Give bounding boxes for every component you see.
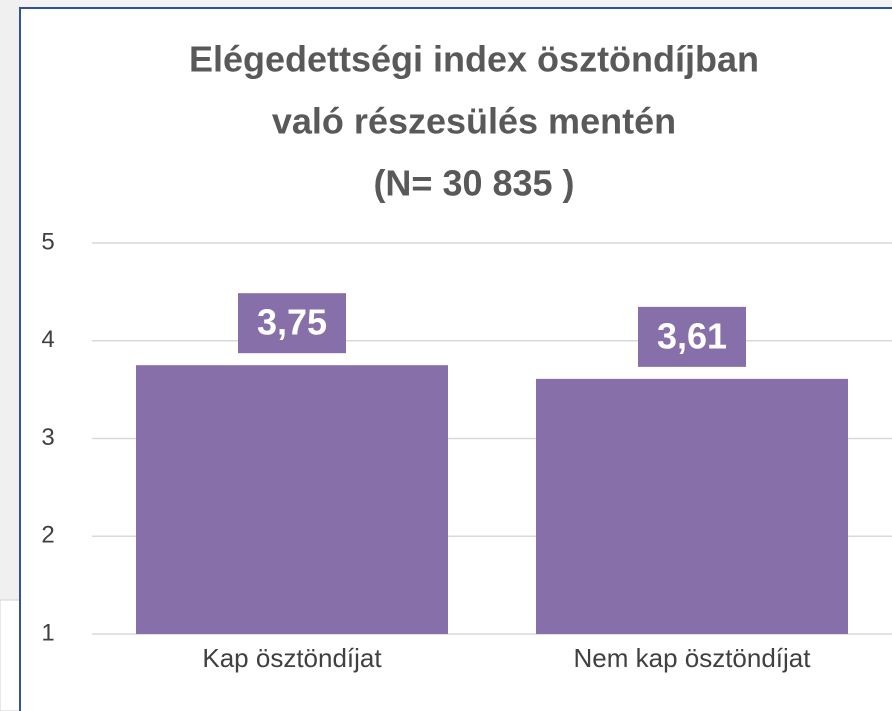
chart-title: (N= 30 835 ) [373, 163, 574, 204]
data-label-box [638, 306, 746, 367]
y-tick-label: 4 [41, 326, 54, 353]
y-tick-label: 5 [41, 228, 54, 255]
data-label: 3,61 [657, 315, 727, 356]
chart-title: Elégedettségi index ösztöndíjban [189, 39, 759, 80]
data-label: 3,75 [257, 302, 327, 343]
bar [136, 365, 448, 634]
y-tick-label: 2 [41, 522, 54, 549]
side-strip [0, 0, 20, 711]
x-tick-label: Kap ösztöndíjat [202, 643, 382, 673]
bar [536, 378, 848, 634]
data-label-box [238, 293, 346, 354]
y-tick-label: 3 [41, 424, 54, 451]
chart-title: való részesülés mentén [272, 101, 676, 142]
x-tick-label: Nem kap ösztöndíjat [573, 643, 811, 673]
y-tick-label: 1 [41, 619, 54, 646]
side-box [0, 599, 21, 711]
